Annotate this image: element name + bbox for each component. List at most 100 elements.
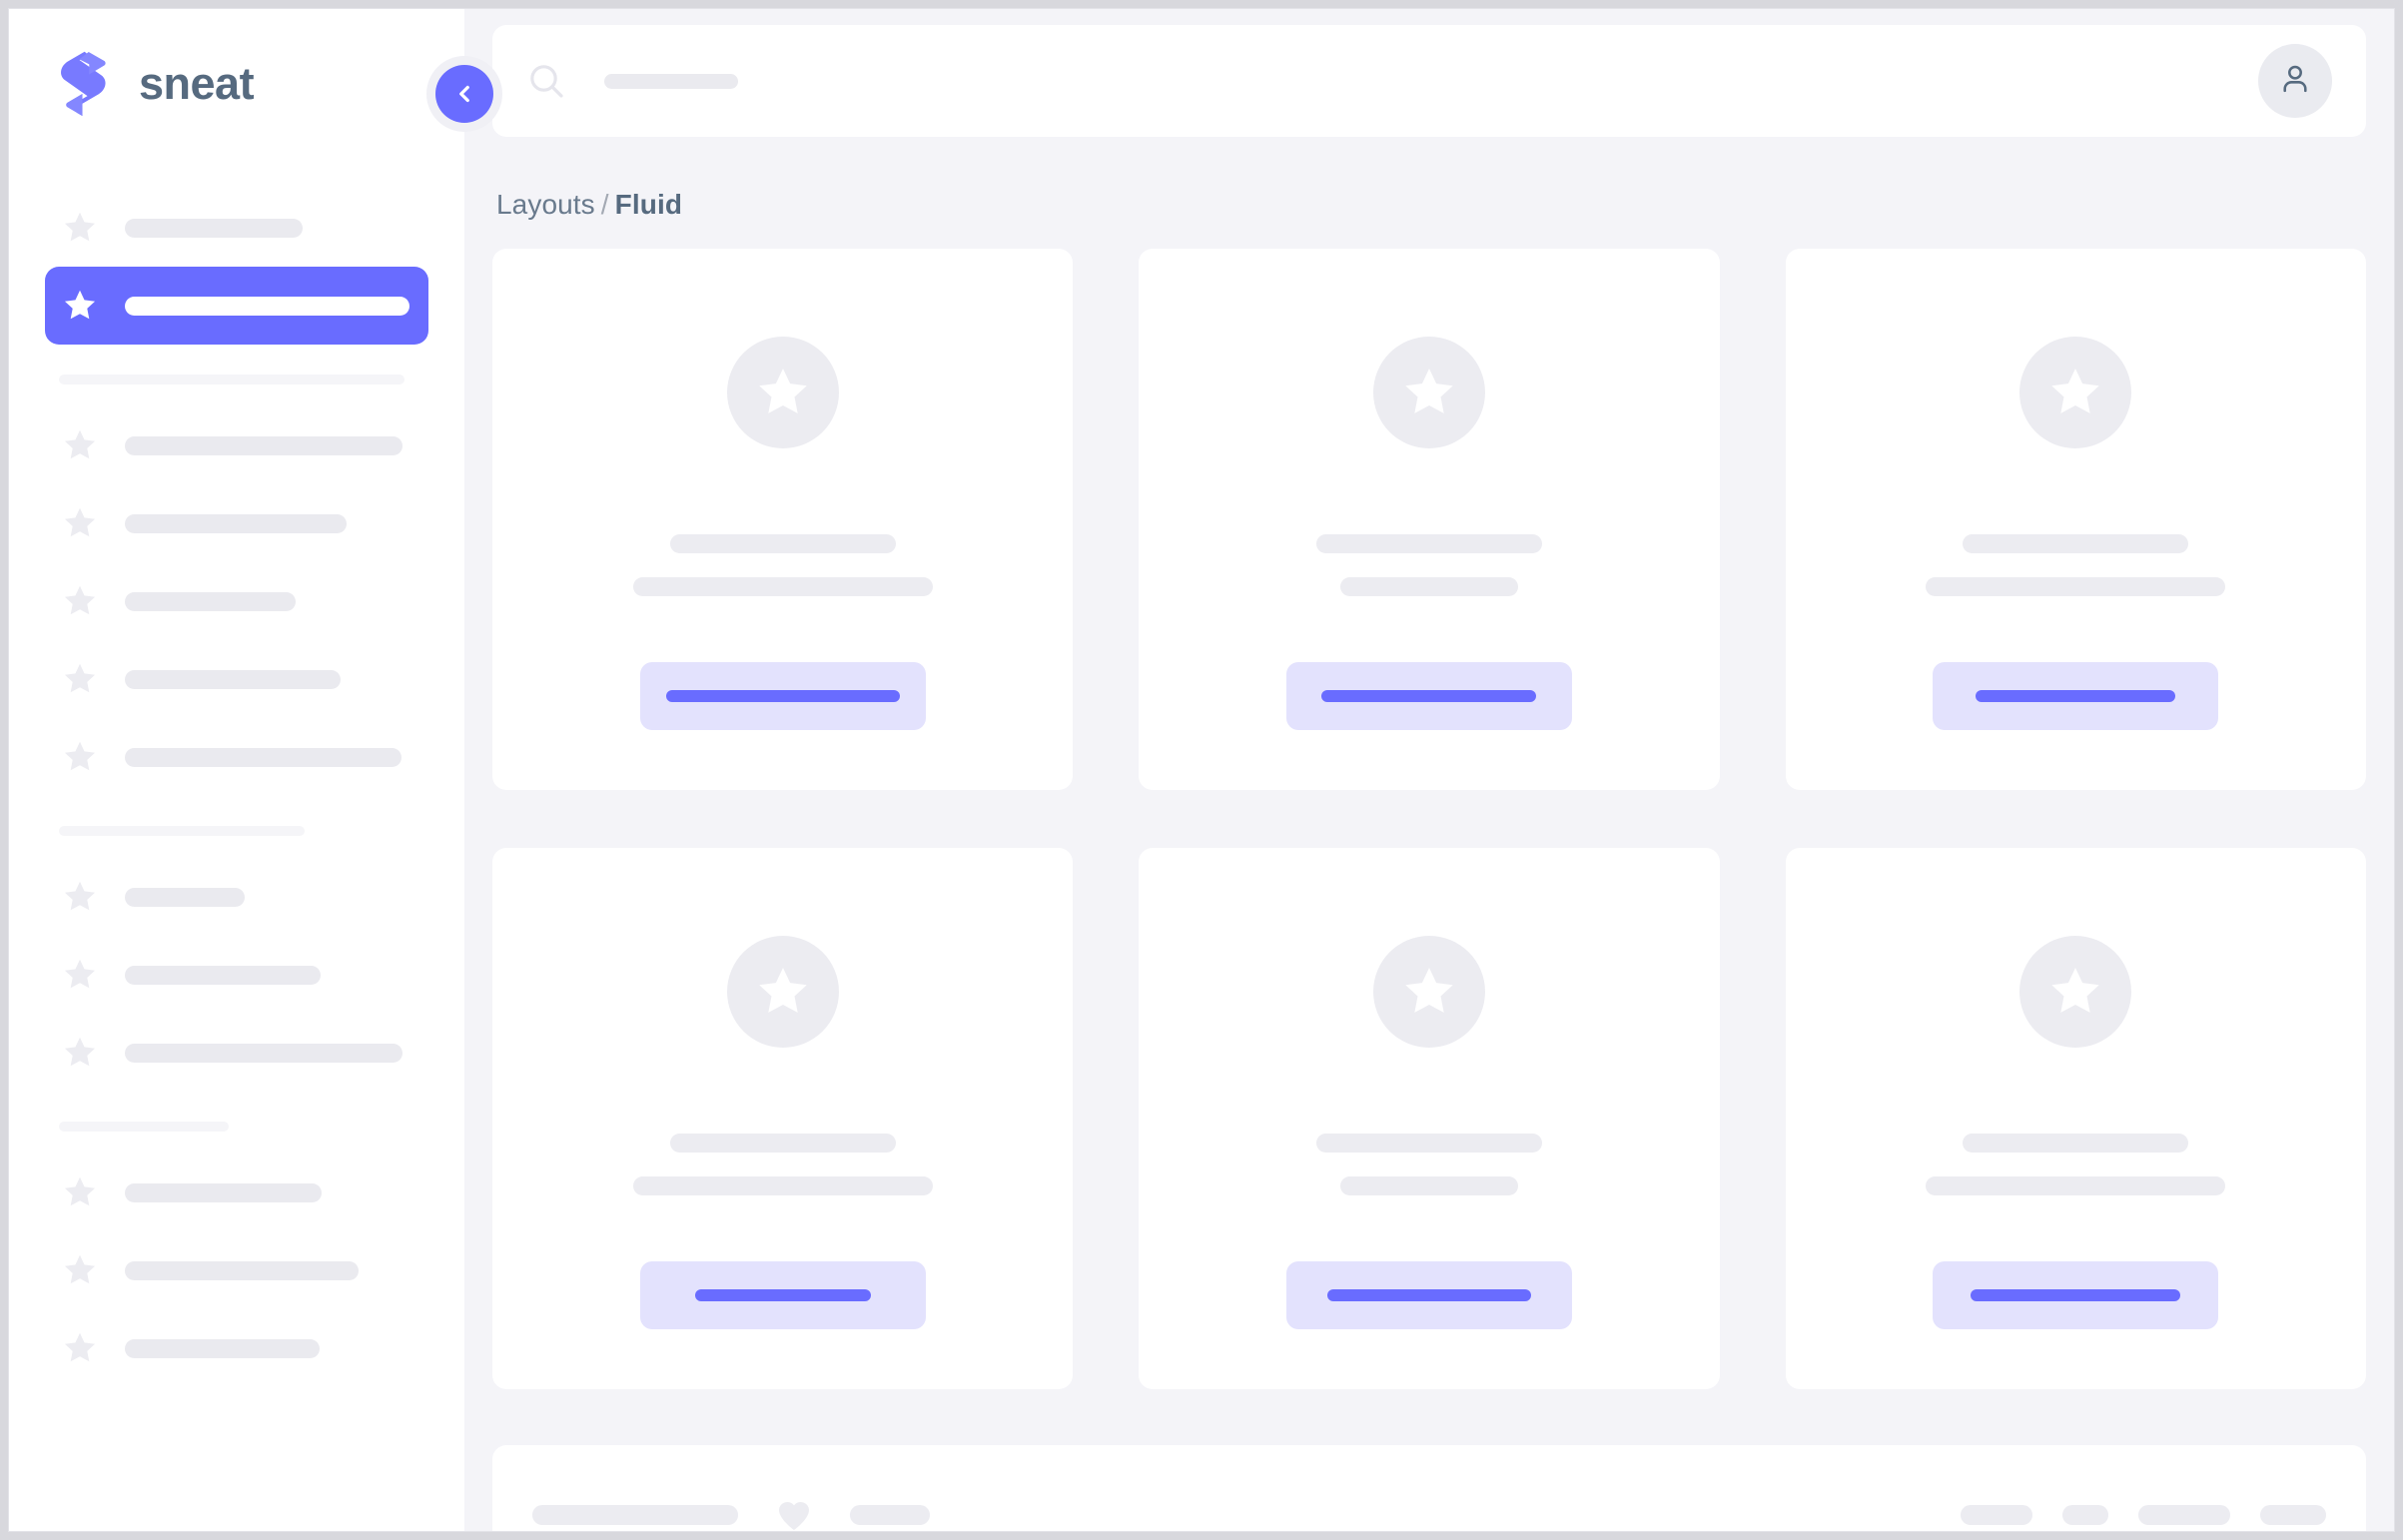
breadcrumb-current: Fluid: [614, 189, 683, 220]
breadcrumb-parent[interactable]: Layouts: [496, 189, 595, 220]
card-subtitle-placeholder: [1339, 1176, 1518, 1195]
card-avatar: [1372, 936, 1485, 1048]
star-icon: [61, 504, 99, 542]
card-action-label-placeholder: [665, 690, 900, 702]
card-title-placeholder: [1315, 534, 1542, 553]
star-icon: [2045, 363, 2105, 422]
footer-left: [532, 1495, 930, 1531]
card-title-placeholder: [669, 1134, 896, 1153]
card-avatar: [726, 936, 839, 1048]
app-window: sneat: [8, 8, 2395, 1532]
star-icon: [61, 1034, 99, 1072]
star-icon: [753, 363, 813, 422]
sidebar-item[interactable]: [45, 640, 428, 718]
star-icon: [61, 287, 99, 325]
sidebar-item-label-placeholder: [125, 747, 401, 767]
star-icon: [1399, 363, 1459, 422]
card-action-button[interactable]: [639, 662, 926, 730]
footer-link-placeholder[interactable]: [1961, 1505, 2032, 1525]
sidebar-item[interactable]: [45, 1231, 428, 1309]
sidebar-item-active[interactable]: [45, 267, 428, 345]
sidebar-item[interactable]: [45, 1154, 428, 1231]
star-icon: [61, 1329, 99, 1367]
star-icon: [61, 426, 99, 464]
sidebar-item-label-placeholder: [125, 435, 402, 455]
content-card: [1139, 249, 1720, 790]
star-icon: [61, 660, 99, 698]
search-icon: [526, 61, 566, 101]
card-action-button[interactable]: [1933, 662, 2219, 730]
sidebar-item[interactable]: [45, 1309, 428, 1387]
footer-link-placeholder[interactable]: [850, 1505, 930, 1525]
star-icon: [61, 582, 99, 620]
sidebar-item-label-placeholder: [125, 1182, 322, 1202]
sidebar-divider: [59, 826, 305, 836]
footer-link-placeholder[interactable]: [2260, 1505, 2326, 1525]
sidebar-item[interactable]: [45, 936, 428, 1014]
sidebar-item[interactable]: [45, 189, 428, 267]
brand-name: sneat: [139, 58, 255, 109]
card-action-label-placeholder: [694, 1289, 871, 1301]
footer-link-placeholder[interactable]: [2062, 1505, 2108, 1525]
user-icon: [2276, 60, 2314, 103]
star-icon: [1399, 962, 1459, 1022]
sidebar-item[interactable]: [45, 484, 428, 562]
chevron-left-icon: [435, 65, 493, 123]
card-subtitle-placeholder: [1339, 577, 1518, 596]
card-title-placeholder: [1963, 1134, 2189, 1153]
content-card: [492, 848, 1074, 1389]
star-icon: [61, 1251, 99, 1289]
card-avatar: [2019, 337, 2132, 448]
card-action-button[interactable]: [1285, 1261, 1572, 1329]
card-grid: [492, 249, 2366, 1389]
card-action-button[interactable]: [1933, 1261, 2219, 1329]
sidebar-item[interactable]: [45, 406, 428, 484]
card-action-label-placeholder: [1971, 1289, 2181, 1301]
sidebar-divider: [59, 375, 404, 385]
card-subtitle-placeholder: [632, 577, 933, 596]
card-title-placeholder: [1963, 534, 2189, 553]
star-icon: [61, 209, 99, 247]
sidebar-spacer: [45, 167, 428, 189]
sidebar-item-label-placeholder: [125, 669, 341, 689]
main-content: Layouts / Fluid: [464, 9, 2394, 1531]
star-icon: [61, 738, 99, 776]
card-action-button[interactable]: [639, 1261, 926, 1329]
sidebar-item[interactable]: [45, 858, 428, 936]
star-icon: [2045, 962, 2105, 1022]
sidebar-item-label-placeholder: [125, 1338, 320, 1358]
content-card: [1785, 848, 2366, 1389]
sidebar-nav: [45, 159, 428, 1387]
star-icon: [61, 1173, 99, 1211]
sidebar-item[interactable]: [45, 1014, 428, 1092]
card-action-label-placeholder: [1326, 1289, 1531, 1301]
card-action-label-placeholder: [1976, 690, 2176, 702]
sidebar-item[interactable]: [45, 718, 428, 796]
card-subtitle-placeholder: [632, 1176, 933, 1195]
card-avatar: [1372, 337, 1485, 448]
content-card: [492, 249, 1074, 790]
avatar[interactable]: [2258, 44, 2332, 118]
search-bar[interactable]: [526, 61, 2258, 101]
sidebar-item-label-placeholder: [125, 296, 409, 316]
heart-icon: [774, 1495, 814, 1531]
card-action-button[interactable]: [1285, 662, 1572, 730]
sidebar: sneat: [9, 9, 502, 1531]
card-avatar: [726, 337, 839, 448]
sneat-logo-icon: [55, 51, 117, 117]
search-input-placeholder[interactable]: [604, 73, 738, 89]
card-title-placeholder: [1315, 1134, 1542, 1153]
footer-link-placeholder[interactable]: [532, 1505, 738, 1525]
footer: [492, 1445, 2366, 1531]
sidebar-item-label-placeholder: [125, 513, 347, 533]
card-action-label-placeholder: [1321, 690, 1537, 702]
footer-right: [1961, 1505, 2326, 1525]
breadcrumb: Layouts / Fluid: [492, 137, 2366, 249]
card-avatar: [2019, 936, 2132, 1048]
footer-link-placeholder[interactable]: [2138, 1505, 2230, 1525]
sidebar-item-label-placeholder: [125, 591, 296, 611]
brand[interactable]: sneat: [45, 9, 428, 159]
sidebar-collapse-button[interactable]: [426, 56, 502, 132]
sidebar-item[interactable]: [45, 562, 428, 640]
card-subtitle-placeholder: [1926, 1176, 2226, 1195]
